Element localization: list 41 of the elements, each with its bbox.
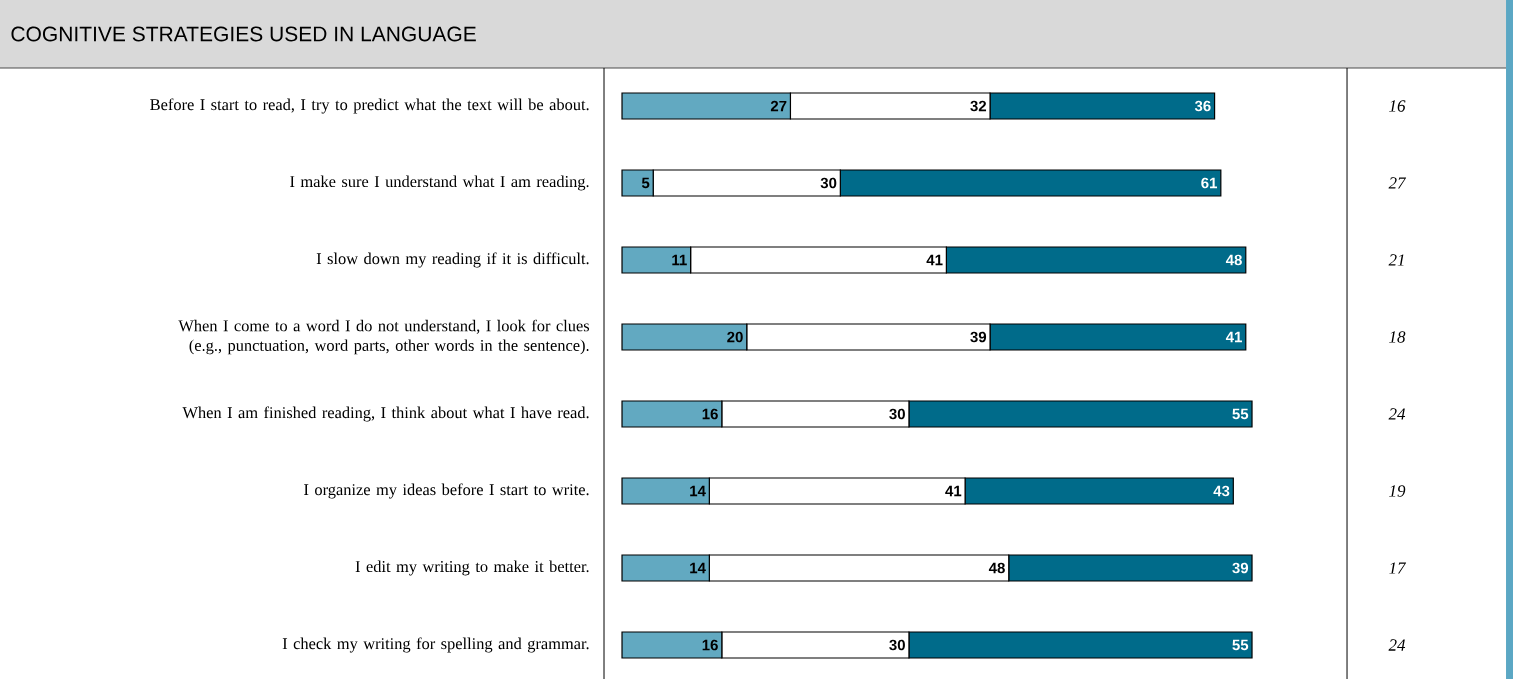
data-label: 36 [1194, 100, 1211, 112]
data-label: 48 [988, 562, 1005, 574]
data-label: 41 [926, 254, 943, 266]
data-label: 27 [770, 100, 787, 112]
y-tick-label: I slow down my reading if it is difficult. [316, 252, 589, 268]
data-label: 30 [820, 177, 837, 189]
data-label: 43 [1213, 485, 1230, 497]
data-label: 11 [672, 254, 687, 266]
text: 24 [1388, 408, 1406, 420]
text: 24 [1388, 639, 1406, 651]
data-label: 39 [970, 331, 987, 343]
y-tick-label: When I am finished reading, I think about what I have read. [182, 406, 589, 422]
data-label: 14 [690, 485, 706, 497]
data-label: 61 [1201, 177, 1218, 189]
text: 16 [1389, 100, 1406, 112]
text: 19 [1389, 485, 1406, 497]
data-label: 30 [889, 408, 905, 420]
data-label: 30 [889, 639, 905, 651]
data-label: 55 [1232, 408, 1249, 420]
data-label: 32 [970, 100, 987, 112]
y-tick-label: I edit my writing to make it better. [355, 560, 589, 576]
text: 27 [1388, 177, 1407, 189]
data-label: 16 [702, 639, 718, 651]
y-tick-label: Before I start to read, I try to predict what the text will be about. [150, 98, 589, 114]
text: 21 [1388, 254, 1404, 266]
data-label: 41 [1225, 331, 1242, 343]
text: 18 [1389, 331, 1406, 343]
text: COGNITIVE STRATEGIES USED IN LANGUAGE [11, 26, 476, 42]
y-tick-label: When I come to a word I do not understand, I look for clues (e.g., punctuation, word parts, other words in the sentence). [178, 319, 590, 355]
data-label: 14 [690, 562, 706, 574]
data-label: 39 [1232, 562, 1249, 574]
data-label: 48 [1225, 254, 1242, 266]
text: 17 [1389, 562, 1407, 574]
data-label: 20 [727, 331, 743, 343]
data-label: 5 [641, 177, 650, 189]
y-tick-label: I check my writing for spelling and grammar. [282, 637, 589, 653]
y-tick-label: I organize my ideas before I start to write. [304, 483, 589, 499]
data-label: 55 [1232, 639, 1249, 651]
data-label: 41 [945, 485, 962, 497]
data-label: 16 [702, 408, 718, 420]
y-tick-label: I make sure I understand what I am reading. [290, 175, 589, 191]
